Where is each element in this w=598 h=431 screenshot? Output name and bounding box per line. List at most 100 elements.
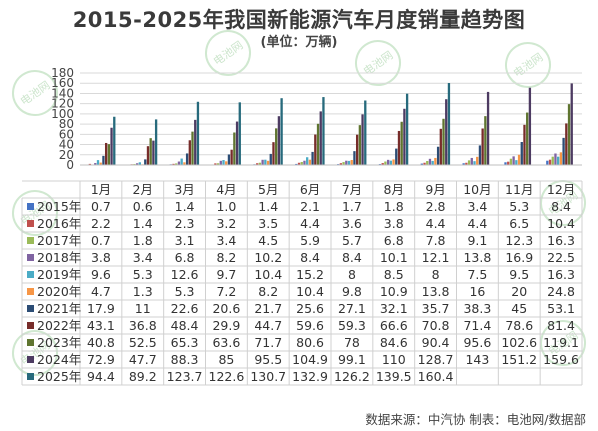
- bar-2017年-9月: [426, 161, 429, 165]
- data-label: 3.5: [258, 216, 278, 231]
- legend-swatch-2019年: [27, 271, 34, 278]
- data-label: 72.9: [87, 352, 115, 367]
- data-label: 110: [382, 352, 406, 367]
- data-label: 10.4: [296, 284, 324, 299]
- legend-swatch-2024年: [27, 356, 34, 363]
- bar-2022年-9月: [439, 128, 442, 165]
- data-label: 11: [135, 301, 151, 316]
- legend-label: 2018年: [37, 250, 81, 265]
- data-label: 10.4: [547, 216, 575, 231]
- bar-2015年-9月: [420, 163, 423, 165]
- bar-2025年-1月: [113, 116, 116, 165]
- bar-2022年-2月: [146, 146, 150, 165]
- data-label: 12.3: [505, 233, 533, 248]
- y-tick-label: 140: [51, 86, 74, 100]
- legend-swatch-2025年: [27, 373, 34, 380]
- bar-2023年-4月: [233, 132, 236, 165]
- data-label: 4.7: [91, 284, 111, 299]
- bar-2022年-4月: [230, 149, 233, 165]
- bar-2017年-5月: [258, 162, 262, 165]
- data-label: 27.1: [338, 301, 366, 316]
- data-label: 20: [511, 284, 527, 299]
- data-label: 12.1: [422, 250, 450, 265]
- bar-2025年-4月: [238, 102, 241, 165]
- y-tick-label: 120: [51, 97, 74, 111]
- data-label: 8: [348, 267, 356, 282]
- data-label: 126.2: [334, 369, 370, 384]
- data-label: 99.1: [338, 352, 366, 367]
- legend-swatch-2022年: [27, 322, 34, 329]
- bar-2018年-1月: [94, 163, 97, 165]
- data-label: 3.4: [216, 233, 236, 248]
- data-label: 25.6: [296, 301, 324, 316]
- bar-2021年-3月: [185, 153, 189, 165]
- table-header-month: 3月: [174, 182, 194, 197]
- data-label: 6.8: [175, 250, 195, 265]
- data-label: 1.3: [133, 284, 153, 299]
- bar-2025年-7月: [364, 100, 367, 165]
- bar-2020年-6月: [308, 159, 312, 165]
- bar-2018年-8月: [386, 159, 390, 165]
- data-label: 2.2: [91, 216, 111, 231]
- data-label: 4.5: [258, 233, 278, 248]
- data-label: 16.3: [547, 267, 575, 282]
- legend-swatch-2021年: [27, 305, 34, 312]
- data-label: 1.4: [175, 199, 195, 214]
- data-label: 1.8: [384, 199, 404, 214]
- data-label: 8: [432, 267, 440, 282]
- bar-2018年-11月: [512, 156, 515, 165]
- bar-2025年-2月: [154, 119, 158, 165]
- bar-2018年-9月: [428, 158, 432, 165]
- data-label: 13.8: [422, 284, 450, 299]
- bar-2016年-5月: [256, 163, 259, 165]
- table-header-month: 11月: [505, 182, 533, 197]
- bar-2024年-10月: [486, 91, 490, 165]
- data-label: 10.1: [380, 250, 408, 265]
- bar-2017年-6月: [300, 161, 303, 165]
- legend-swatch-2020年: [27, 288, 34, 295]
- legend-label: 2017年: [37, 233, 81, 248]
- data-label: 22.5: [547, 250, 575, 265]
- data-label: 5.3: [509, 199, 529, 214]
- data-label: 9.1: [467, 233, 487, 248]
- data-label: 78: [344, 335, 360, 350]
- data-label: 3.4: [467, 199, 487, 214]
- bar-2020年-3月: [183, 162, 186, 165]
- bar-2024年-7月: [361, 114, 364, 165]
- data-label: 94.4: [87, 369, 115, 384]
- bar-2016年-10月: [465, 162, 468, 165]
- bar-2021年-5月: [269, 153, 272, 165]
- data-label: 95.5: [254, 352, 282, 367]
- bar-2016年-7月: [339, 163, 343, 165]
- legend-label: 2015年: [37, 199, 81, 214]
- data-label: 80.6: [296, 335, 324, 350]
- data-label: 7.5: [467, 267, 487, 282]
- data-label: 9.7: [216, 267, 236, 282]
- legend-label: 2025年: [37, 369, 81, 384]
- bar-2019年-2月: [138, 162, 141, 165]
- data-label: 45: [511, 301, 527, 316]
- bar-2023年-1月: [107, 144, 111, 165]
- table-header-month: 6月: [300, 182, 320, 197]
- bar-2018年-6月: [303, 160, 306, 165]
- data-label: 59.3: [338, 318, 366, 333]
- legend-label: 2016年: [37, 216, 81, 231]
- data-label: 88.3: [171, 352, 199, 367]
- bar-2023年-6月: [316, 123, 320, 165]
- bar-2022年-1月: [104, 142, 108, 165]
- bar-2023年-3月: [191, 131, 194, 165]
- data-label: 59.6: [296, 318, 324, 333]
- data-label: 151.2: [501, 352, 537, 367]
- legend-label: 2021年: [37, 301, 81, 316]
- bar-2023年-8月: [400, 121, 403, 165]
- data-label: 5.7: [342, 233, 362, 248]
- data-label: 16: [469, 284, 485, 299]
- data-label: 24.8: [547, 284, 575, 299]
- data-label: 38.3: [463, 301, 491, 316]
- legend-swatch-2018年: [27, 254, 34, 261]
- bar-2025年-8月: [405, 93, 409, 165]
- data-label: 12.6: [171, 267, 199, 282]
- data-label: 102.6: [501, 335, 537, 350]
- data-label: 3.8: [91, 250, 111, 265]
